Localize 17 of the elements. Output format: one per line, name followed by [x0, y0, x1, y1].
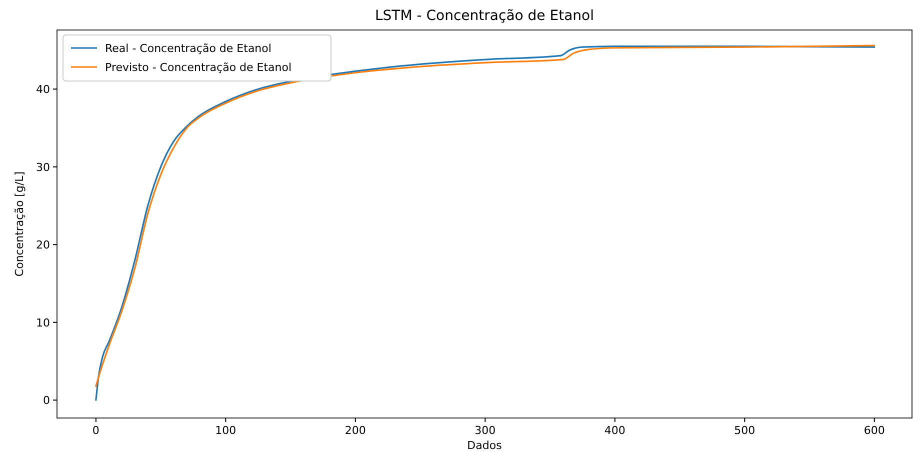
y-tick-label: 10: [36, 316, 50, 330]
x-tick-label: 200: [344, 424, 366, 437]
y-axis-title: Concentração [g/L]: [13, 171, 26, 277]
legend-label: Previsto - Concentração de Etanol: [105, 61, 292, 74]
y-tick-label: 0: [43, 394, 50, 408]
chart-title: LSTM - Concentração de Etanol: [375, 8, 594, 24]
x-tick-label: 0: [92, 424, 100, 437]
x-tick-label: 100: [215, 424, 236, 437]
y-tick-label: 40: [36, 83, 50, 96]
x-tick-label: 600: [864, 424, 885, 437]
y-tick-label: 20: [36, 238, 50, 252]
x-axis-title: Dados: [467, 439, 502, 452]
legend-label: Real - Concentração de Etanol: [105, 42, 272, 55]
y-tick-label: 30: [36, 160, 50, 174]
x-tick-label: 400: [604, 424, 626, 437]
x-tick-label: 300: [474, 424, 496, 437]
x-tick-label: 500: [734, 424, 756, 437]
